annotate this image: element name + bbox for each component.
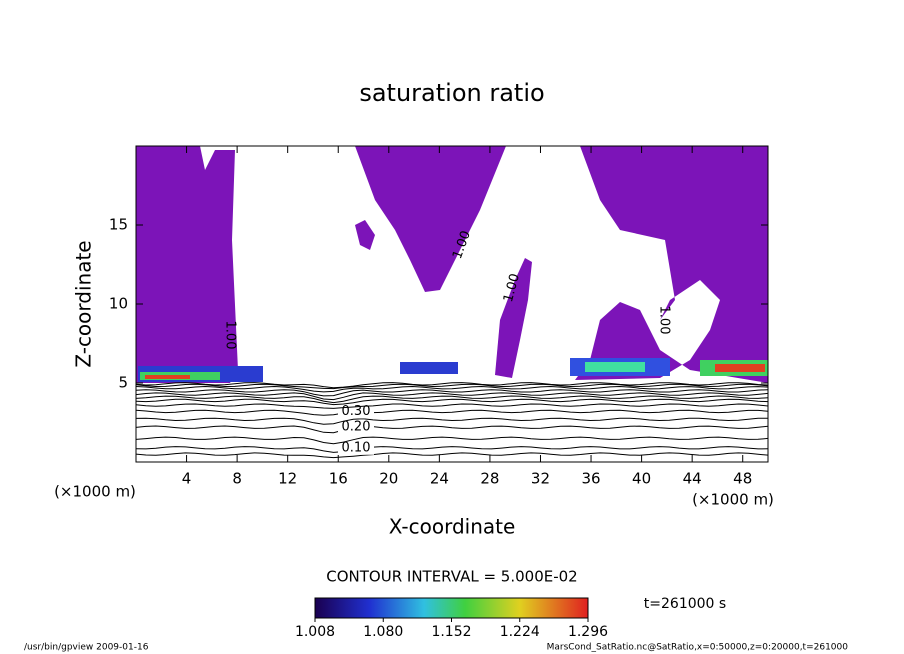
contour-label-bg: [338, 440, 374, 455]
x-tick-label: 4: [182, 470, 192, 488]
patch: [400, 362, 458, 374]
x-axis-label: X-coordinate: [389, 515, 516, 539]
saturated-region: [355, 146, 506, 292]
patch: [585, 362, 645, 372]
time-label: t=261000 s: [644, 596, 726, 612]
x-tick-label: 28: [480, 470, 499, 488]
y-unit: (×1000 m): [692, 491, 774, 509]
contour-interval: CONTOUR INTERVAL = 5.000E-02: [326, 568, 577, 586]
y-tick-label: 10: [109, 295, 128, 313]
x-tick-label: 32: [531, 470, 550, 488]
x-tick-label: 12: [278, 470, 297, 488]
y-tick-label: 5: [118, 374, 128, 392]
colorbar-tick-label: 1.080: [363, 624, 403, 640]
contour-line: [136, 395, 768, 404]
x-unit: (×1000 m): [54, 483, 136, 501]
contour-label: 1.00: [501, 272, 523, 304]
patch: [715, 364, 765, 372]
contour-label-bg: [338, 404, 374, 419]
x-tick-label: 20: [379, 470, 398, 488]
contour-line: [136, 409, 768, 416]
colorbar-tick-label: 1.224: [500, 624, 540, 640]
supersaturated-patches: [138, 358, 768, 382]
contour-line: [136, 403, 768, 409]
contour-line: [136, 382, 768, 389]
contour-line: [136, 383, 768, 390]
saturated-regions: [136, 146, 768, 383]
saturated-region: [575, 146, 768, 383]
saturated-region: [136, 146, 238, 383]
contour-label: 1.00: [657, 306, 672, 335]
x-tick-label: 44: [683, 470, 702, 488]
saturated-region: [495, 258, 532, 378]
saturated-region: [355, 220, 375, 250]
x-tick-label: 8: [232, 470, 242, 488]
patch: [145, 375, 190, 379]
contour-line: [136, 452, 768, 459]
x-tick-label: 48: [733, 470, 752, 488]
x-tick-label: 16: [329, 470, 348, 488]
contour-line: [136, 446, 768, 453]
footer-left: /usr/bin/gpview 2009-01-16: [24, 643, 149, 653]
contour-label: 0.20: [342, 420, 371, 435]
x-tick-label: 36: [581, 470, 600, 488]
chart-title: saturation ratio: [359, 79, 544, 107]
contour-label: 1.00: [223, 321, 238, 350]
y-tick-label: 15: [109, 216, 128, 234]
contour-line: [136, 392, 768, 401]
x-tick-label: 40: [632, 470, 651, 488]
x-tick-label: 24: [430, 470, 449, 488]
colorbar-tick-label: 1.152: [431, 624, 471, 640]
contour-line: [136, 385, 768, 393]
colorbar-tick-label: 1.296: [568, 624, 608, 640]
contour-line: [136, 436, 768, 445]
contour-line: [136, 425, 768, 434]
contour-label: 0.10: [342, 440, 371, 455]
contour-label-bg: [338, 420, 374, 435]
contour-line: [136, 398, 768, 406]
footer-right: MarsCond_SatRatio.nc@SatRatio,x=0:50000,…: [547, 643, 849, 653]
colorbar: [314, 597, 589, 619]
contour-line: [136, 417, 768, 425]
contour-line: [136, 389, 768, 397]
y-axis-label: Z-coordinate: [72, 240, 96, 367]
colorbar-tick-label: 1.008: [295, 624, 335, 640]
